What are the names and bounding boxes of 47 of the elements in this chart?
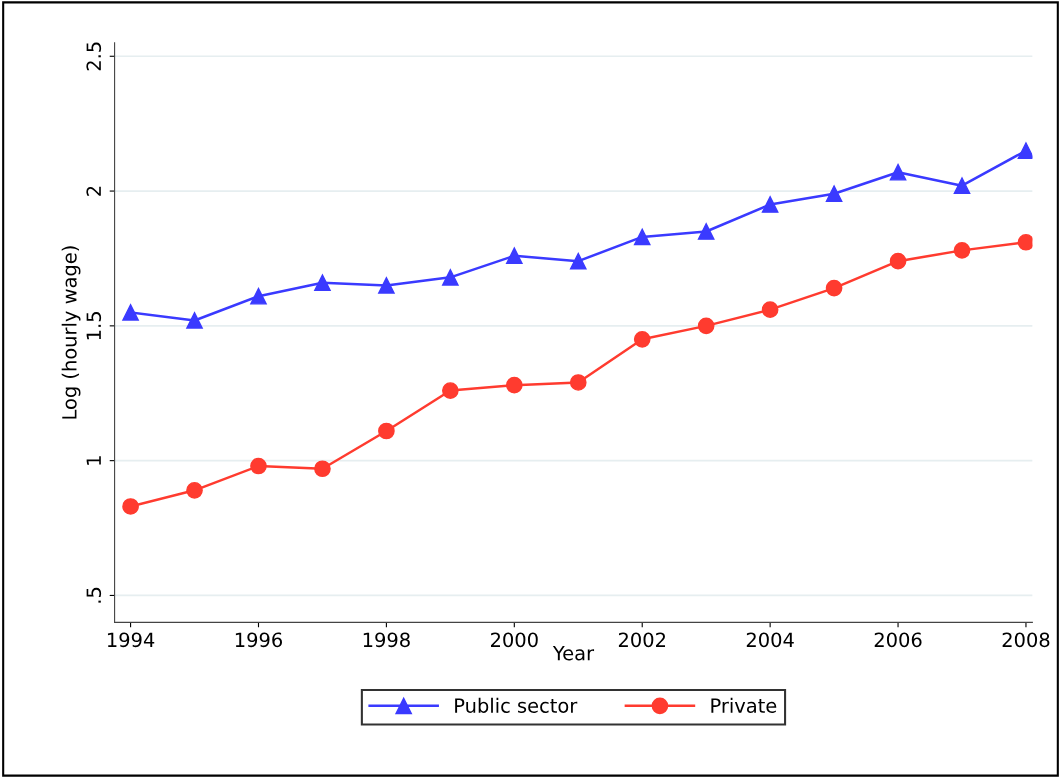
x-tick-label: 2000 xyxy=(490,632,538,648)
point xyxy=(569,374,587,391)
point xyxy=(186,312,203,329)
y-tick-label: 1.5 xyxy=(86,312,102,340)
x-tick-label: 1996 xyxy=(235,632,283,648)
point xyxy=(250,457,267,475)
point xyxy=(378,277,395,294)
point xyxy=(1017,142,1033,159)
y-axis-title: Log (hourly wage) xyxy=(61,246,81,419)
x-tick-label: 1998 xyxy=(363,632,410,648)
point xyxy=(122,304,139,321)
point xyxy=(250,287,267,305)
point xyxy=(761,196,779,213)
x-tick-label: 2002 xyxy=(618,632,666,648)
y-tick-label: 2.5 xyxy=(86,42,102,71)
point xyxy=(761,301,779,319)
point xyxy=(825,279,843,297)
point xyxy=(378,422,395,440)
point xyxy=(314,274,331,292)
point xyxy=(505,247,523,265)
point xyxy=(953,242,971,259)
point xyxy=(633,331,651,348)
point xyxy=(697,223,715,240)
point xyxy=(825,185,843,203)
point xyxy=(889,163,907,181)
point xyxy=(122,498,139,515)
x-tick-label: 2004 xyxy=(746,632,794,648)
point xyxy=(1017,233,1033,251)
x-tick-label: 2008 xyxy=(1002,632,1050,648)
y-tick-label: 2 xyxy=(86,186,101,196)
y-tick-label: .5 xyxy=(86,587,102,603)
point xyxy=(953,177,971,195)
x-tick-label: 1994 xyxy=(107,632,155,648)
point xyxy=(569,252,587,270)
point xyxy=(314,460,331,478)
point xyxy=(186,481,203,499)
point xyxy=(697,317,715,335)
x-axis-title: Year xyxy=(552,645,595,661)
point xyxy=(505,376,523,394)
point xyxy=(442,382,459,399)
legend-label: Private xyxy=(711,697,777,713)
y-tick-label: 1 xyxy=(86,456,101,465)
x-tick-label: 2006 xyxy=(874,632,922,648)
point xyxy=(633,228,651,246)
legend-label: Public sector xyxy=(455,697,578,713)
point xyxy=(442,268,459,286)
point xyxy=(889,252,907,270)
